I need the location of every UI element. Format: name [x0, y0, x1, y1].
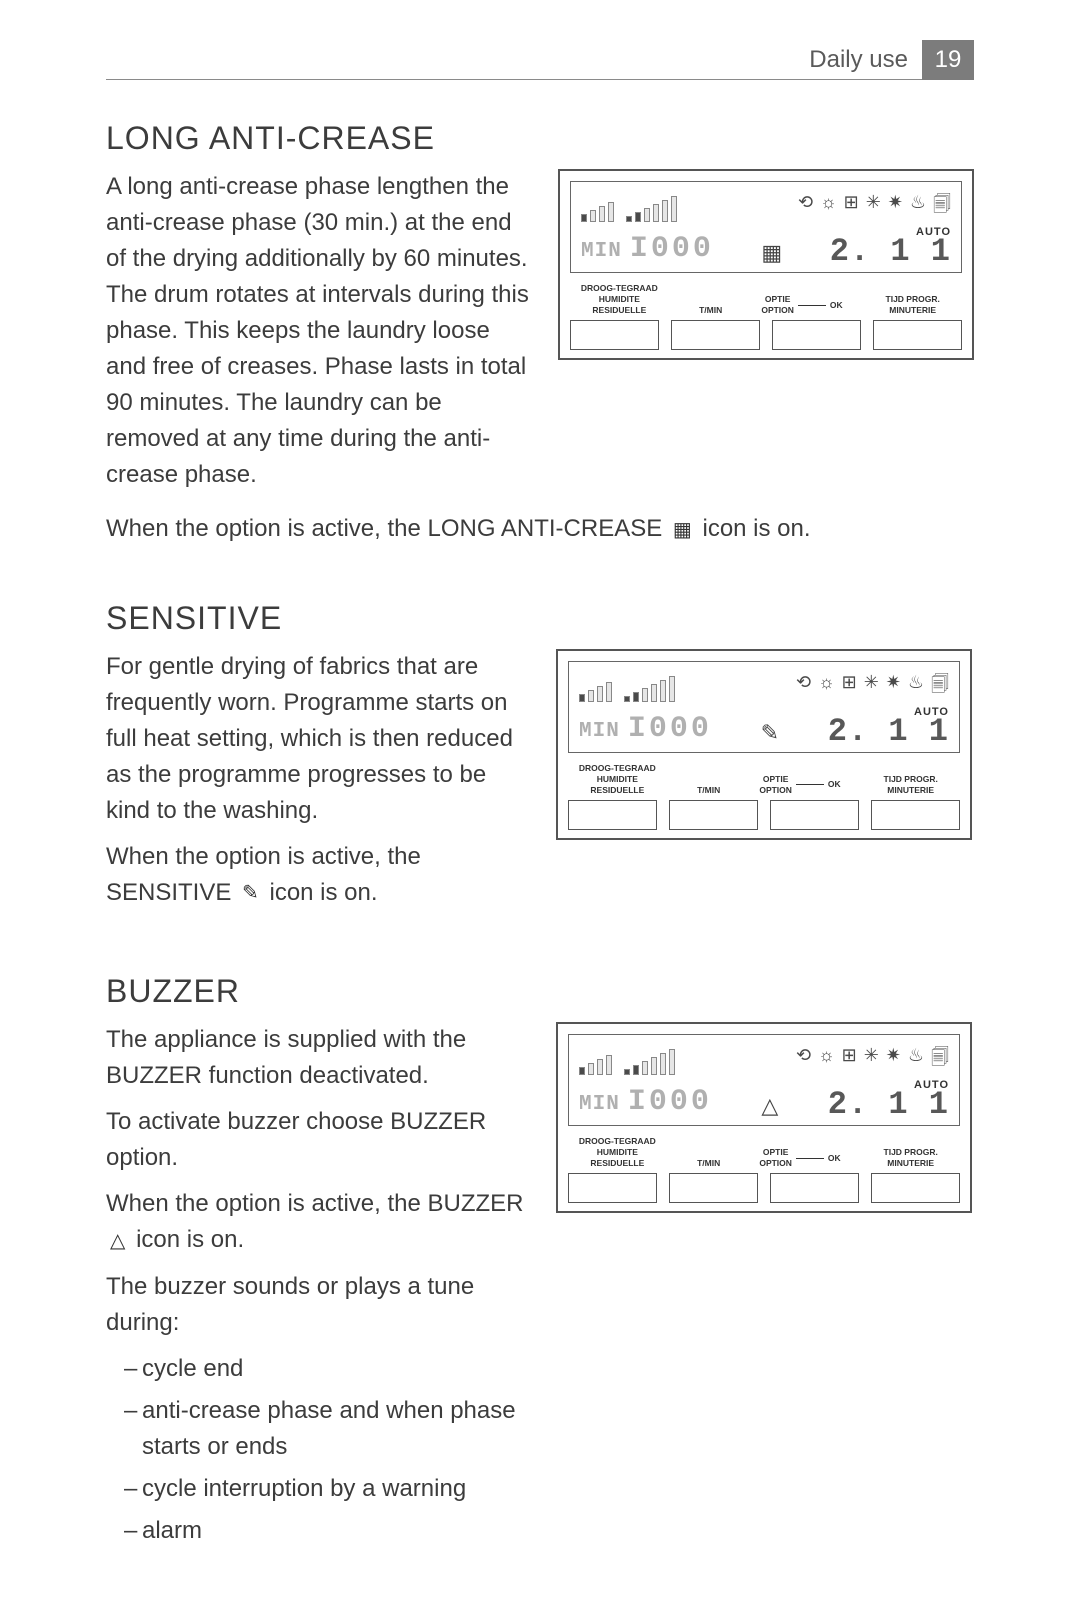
status-icon: ✳: [866, 192, 881, 222]
status-icon: ✷: [888, 192, 903, 222]
panel-button[interactable]: [770, 800, 859, 830]
status-icon: ⊞: [844, 192, 859, 222]
status-icon: ✷: [886, 1045, 901, 1075]
section-text: For gentle drying of fabrics that are fr…: [106, 649, 536, 922]
panel-button[interactable]: [568, 800, 657, 830]
text: icon is on.: [702, 515, 810, 542]
icon-strip: ⟲☼⊞✳✷♨🗐: [796, 1045, 949, 1075]
level-bars: [581, 196, 677, 222]
display-panel: ⟲☼⊞✳✷♨🗐 MIN I000 ▦ AUTO 2. 1 1 DROOG-TEG…: [558, 169, 974, 360]
status-icon: 🗐: [933, 192, 951, 222]
status-icon: ⊞: [842, 672, 857, 702]
list-item: cycle interruption by a warning: [124, 1471, 536, 1507]
section-sensitive: SENSITIVE For gentle drying of fabrics t…: [106, 600, 974, 922]
text: When the option is active, the BUZZER: [106, 1190, 524, 1217]
active-option-icon: △: [737, 1093, 802, 1119]
status-icon: ✷: [886, 672, 901, 702]
section-text: The appliance is supplied with the BUZZE…: [106, 1022, 536, 1555]
status-icon: ☼: [820, 192, 837, 222]
panel-button[interactable]: [669, 800, 758, 830]
time-readout: AUTO 2. 1 1: [828, 706, 949, 746]
icon-strip: ⟲☼⊞✳✷♨🗐: [798, 192, 951, 222]
section-title: LONG ANTI-CREASE: [106, 120, 974, 157]
min-readout: MIN I000: [581, 232, 714, 266]
text: icon is on.: [269, 879, 377, 906]
paragraph: To activate buzzer choose BUZZER option.: [106, 1104, 536, 1176]
button-row: [568, 1173, 960, 1203]
paragraph: For gentle drying of fabrics that are fr…: [106, 649, 536, 829]
status-icon: ⟲: [796, 1045, 811, 1075]
min-readout: MIN I000: [579, 1085, 712, 1119]
content-area: LONG ANTI-CREASE A long anti-crease phas…: [106, 120, 974, 1607]
status-icon: ☼: [818, 672, 835, 702]
lcd-screen: ⟲☼⊞✳✷♨🗐 MIN I000 ✎ AUTO 2. 1 1: [568, 661, 960, 753]
active-option-icon: ✎: [737, 720, 803, 746]
status-icon: ♨: [910, 192, 926, 222]
icon-strip: ⟲☼⊞✳✷♨🗐: [796, 672, 949, 702]
lcd-screen: ⟲☼⊞✳✷♨🗐 MIN I000 △ AUTO 2. 1 1: [568, 1034, 960, 1126]
panel-button[interactable]: [871, 800, 960, 830]
time-readout: AUTO 2. 1 1: [830, 226, 951, 266]
button-labels: DROOG-TEGRAADHUMIDITERESIDUELLE T/MIN OP…: [568, 763, 960, 796]
panel-button[interactable]: [770, 1173, 859, 1203]
display-panel: ⟲☼⊞✳✷♨🗐 MIN I000 △ AUTO 2. 1 1 DROOG-TEG…: [556, 1022, 972, 1213]
text: icon is on.: [136, 1226, 244, 1253]
time-readout: AUTO 2. 1 1: [828, 1079, 949, 1119]
button-labels: DROOG-TEGRAADHUMIDITERESIDUELLE T/MIN OP…: [570, 283, 962, 316]
paragraph: The buzzer sounds or plays a tune during…: [106, 1269, 536, 1341]
status-icon: ☼: [818, 1045, 835, 1075]
list-item: cycle end: [124, 1351, 536, 1387]
text: When the option is active, the LONG ANTI…: [106, 515, 669, 542]
section-text: A long anti-crease phase lengthen the an…: [106, 169, 538, 503]
header-title: Daily use: [809, 46, 908, 74]
status-icon: 🗐: [931, 1045, 949, 1075]
page-header: Daily use 19: [106, 40, 974, 80]
panel-button[interactable]: [873, 320, 962, 350]
list-item: alarm: [124, 1513, 536, 1549]
paragraph: A long anti-crease phase lengthen the an…: [106, 169, 536, 493]
status-icon: 🗐: [931, 672, 949, 702]
paragraph: The appliance is supplied with the BUZZE…: [106, 1022, 536, 1094]
section-anticrease: LONG ANTI-CREASE A long anti-crease phas…: [106, 120, 974, 548]
buzzer-list: cycle end anti-crease phase and when pha…: [106, 1351, 536, 1549]
buzzer-icon: △: [110, 1223, 125, 1259]
status-icon: ⟲: [796, 672, 811, 702]
button-row: [568, 800, 960, 830]
status-icon: ⟲: [798, 192, 813, 222]
button-row: [570, 320, 962, 350]
panel-button[interactable]: [772, 320, 861, 350]
lcd-screen: ⟲☼⊞✳✷♨🗐 MIN I000 ▦ AUTO 2. 1 1: [570, 181, 962, 273]
active-option-icon: ▦: [737, 240, 806, 266]
panel-button[interactable]: [669, 1173, 758, 1203]
section-buzzer: BUZZER The appliance is supplied with th…: [106, 973, 974, 1555]
anticrease-icon: ▦: [673, 512, 692, 548]
display-panel: ⟲☼⊞✳✷♨🗐 MIN I000 ✎ AUTO 2. 1 1 DROOG-TEG…: [556, 649, 972, 840]
status-icon: ⊞: [842, 1045, 857, 1075]
status-icon: ♨: [908, 672, 924, 702]
sensitive-icon: ✎: [242, 875, 259, 911]
status-icon: ✳: [864, 1045, 879, 1075]
level-bars: [579, 1049, 675, 1075]
panel-button[interactable]: [568, 1173, 657, 1203]
min-readout: MIN I000: [579, 712, 712, 746]
section-text-after: When the option is active, the LONG ANTI…: [106, 511, 974, 548]
panel-button[interactable]: [671, 320, 760, 350]
button-labels: DROOG-TEGRAADHUMIDITERESIDUELLE T/MIN OP…: [568, 1136, 960, 1169]
panel-button[interactable]: [570, 320, 659, 350]
level-bars: [579, 676, 675, 702]
status-icon: ♨: [908, 1045, 924, 1075]
section-title: SENSITIVE: [106, 600, 974, 637]
section-title: BUZZER: [106, 973, 974, 1010]
panel-button[interactable]: [871, 1173, 960, 1203]
list-item: anti-crease phase and when phase starts …: [124, 1393, 536, 1465]
status-icon: ✳: [864, 672, 879, 702]
page-number: 19: [922, 40, 974, 80]
